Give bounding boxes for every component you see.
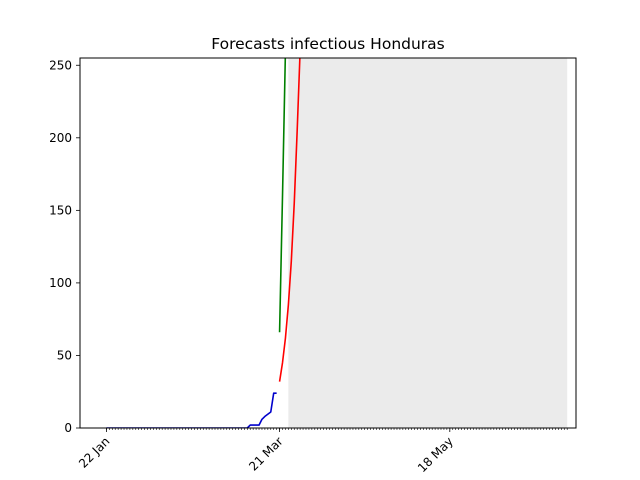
shaded-forecast-region bbox=[288, 58, 568, 428]
y-tick-label: 150 bbox=[49, 203, 72, 217]
series-line-2 bbox=[278, 58, 301, 382]
y-tick-label: 100 bbox=[49, 276, 72, 290]
chart-title: Forecasts infectious Honduras bbox=[211, 35, 445, 53]
series-layer bbox=[106, 58, 301, 428]
shaded-region-layer bbox=[288, 58, 568, 428]
y-tick-label: 50 bbox=[57, 348, 72, 362]
x-tick-label: 21 Mar bbox=[246, 434, 285, 473]
series-line-3 bbox=[278, 58, 287, 333]
x-tick-label: 22 Jan bbox=[76, 434, 112, 470]
x-tick-label: 18 May bbox=[415, 434, 456, 475]
y-tick-label: 200 bbox=[49, 131, 72, 145]
y-tick-label: 0 bbox=[64, 421, 72, 435]
plot-frame bbox=[79, 57, 577, 429]
series-line-1 bbox=[106, 392, 277, 428]
y-tick-label: 250 bbox=[49, 58, 72, 72]
